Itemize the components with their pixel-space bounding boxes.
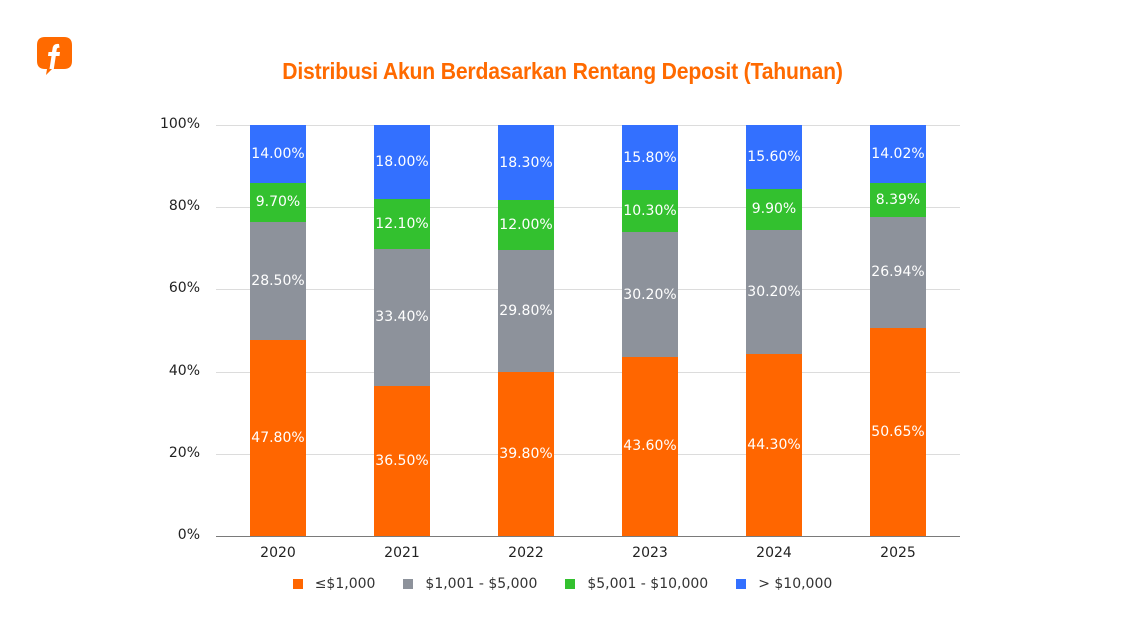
data-label: 43.60% xyxy=(623,438,677,455)
data-label: 9.90% xyxy=(751,201,797,218)
plot-area: 47.80% 28.50% 9.70% 14.00% 36.50% 33.40% 12.10… xyxy=(216,125,960,537)
bar-segment[interactable]: 14.00% xyxy=(250,125,306,183)
data-label: 9.70% xyxy=(255,194,301,211)
x-axis-line xyxy=(216,536,960,537)
bar-2021[interactable]: 36.50% 33.40% 12.10% 18.00% xyxy=(374,125,430,536)
brand-logo-icon xyxy=(36,36,73,76)
legend-label: > $10,000 xyxy=(758,576,833,592)
bar-segment[interactable]: 29.80% xyxy=(498,249,554,373)
legend-item[interactable]: $1,001 - $5,000 xyxy=(403,576,537,592)
bar-segment[interactable]: 36.50% xyxy=(374,386,430,536)
y-tick-label: 40% xyxy=(168,362,200,379)
data-label: 14.00% xyxy=(251,145,305,162)
bar-segment[interactable]: 9.90% xyxy=(746,189,802,230)
legend: ≤$1,000 $1,001 - $5,000 $5,001 - $10,000 > … xyxy=(0,576,1125,592)
bar-segment[interactable]: 10.30% xyxy=(622,190,678,233)
data-label: 12.00% xyxy=(499,216,553,233)
data-label: 15.60% xyxy=(747,149,801,166)
bar-segment[interactable]: 12.00% xyxy=(498,200,554,250)
gridline xyxy=(216,207,960,209)
gridline xyxy=(216,453,960,455)
data-label: 50.65% xyxy=(871,423,925,440)
gridline xyxy=(216,371,960,373)
legend-swatch-icon xyxy=(292,579,303,589)
bar-segment[interactable]: 15.60% xyxy=(746,125,802,190)
x-tick-label: 2024 xyxy=(756,545,792,561)
x-tick-label: 2023 xyxy=(632,545,668,561)
bar-segment[interactable]: 18.30% xyxy=(498,125,554,201)
legend-label: ≤$1,000 xyxy=(314,576,376,592)
y-tick-label: 0% xyxy=(177,527,200,543)
legend-label: $5,001 - $10,000 xyxy=(587,576,709,592)
y-tick-label: 20% xyxy=(168,444,200,461)
legend-item[interactable]: $5,001 - $10,000 xyxy=(565,576,708,592)
bar-segment[interactable]: 47.80% xyxy=(250,339,306,536)
chart-title: Distribusi Akun Berdasarkan Rentang Depo… xyxy=(282,58,843,84)
legend-label: $1,001 - $5,000 xyxy=(425,576,538,592)
data-label: 26.94% xyxy=(871,264,925,281)
data-label: 12.10% xyxy=(375,215,429,232)
bar-segment[interactable]: 50.65% xyxy=(870,327,926,536)
bar-2025[interactable]: 50.65% 26.94% 8.39% 14.02% xyxy=(870,125,926,536)
bar-2020[interactable]: 47.80% 28.50% 9.70% 14.00% xyxy=(250,125,306,536)
legend-item[interactable]: > $10,000 xyxy=(736,576,832,592)
data-label: 18.00% xyxy=(375,154,429,170)
x-tick-label: 2025 xyxy=(880,545,916,561)
bar-segment[interactable]: 14.02% xyxy=(870,125,926,183)
bar-segment[interactable]: 30.20% xyxy=(746,229,802,354)
x-tick-label: 2022 xyxy=(508,545,544,561)
y-tick-label: 80% xyxy=(168,198,200,215)
data-label: 47.80% xyxy=(251,429,305,446)
bar-segment[interactable]: 18.00% xyxy=(374,125,430,199)
gridline xyxy=(216,125,960,126)
data-label: 28.50% xyxy=(251,272,305,289)
data-label: 30.20% xyxy=(623,286,677,303)
gridline xyxy=(216,289,960,291)
bar-2023[interactable]: 43.60% 30.20% 10.30% 15.80% xyxy=(622,125,678,536)
data-label: 36.50% xyxy=(375,453,429,469)
bar-segment[interactable]: 30.20% xyxy=(622,232,678,357)
bar-segment[interactable]: 44.30% xyxy=(746,353,802,536)
data-label: 29.80% xyxy=(499,302,553,319)
x-tick-label: 2020 xyxy=(260,545,296,561)
bar-segment[interactable]: 28.50% xyxy=(250,222,306,340)
bar-segment[interactable]: 15.80% xyxy=(622,125,678,191)
data-label: 18.30% xyxy=(499,154,553,171)
data-label: 44.30% xyxy=(747,436,801,453)
data-label: 39.80% xyxy=(499,446,553,463)
bar-segment[interactable]: 12.10% xyxy=(374,199,430,249)
data-label: 10.30% xyxy=(623,203,677,220)
bar-segment[interactable]: 8.39% xyxy=(870,182,926,218)
data-label: 14.02% xyxy=(871,145,925,162)
bar-segment[interactable]: 43.60% xyxy=(622,356,678,536)
data-label: 8.39% xyxy=(875,191,921,208)
bar-segment[interactable]: 39.80% xyxy=(498,372,554,536)
legend-swatch-icon xyxy=(736,579,747,589)
data-label: 30.20% xyxy=(747,283,801,300)
bar-2022[interactable]: 39.80% 29.80% 12.00% 18.30% xyxy=(498,125,554,536)
y-tick-label: 100% xyxy=(159,116,200,132)
bar-segment[interactable]: 9.70% xyxy=(250,182,306,223)
bar-2024[interactable]: 44.30% 30.20% 9.90% 15.60% xyxy=(746,125,802,536)
data-label: 33.40% xyxy=(375,309,429,326)
bar-segment[interactable]: 33.40% xyxy=(374,248,430,386)
data-label: 15.80% xyxy=(623,149,677,166)
legend-item[interactable]: ≤$1,000 xyxy=(292,576,376,592)
legend-swatch-icon xyxy=(565,579,576,589)
bar-segment[interactable]: 26.94% xyxy=(870,217,926,328)
legend-swatch-icon xyxy=(403,579,414,589)
x-tick-label: 2021 xyxy=(384,545,420,561)
y-tick-label: 60% xyxy=(168,280,200,297)
